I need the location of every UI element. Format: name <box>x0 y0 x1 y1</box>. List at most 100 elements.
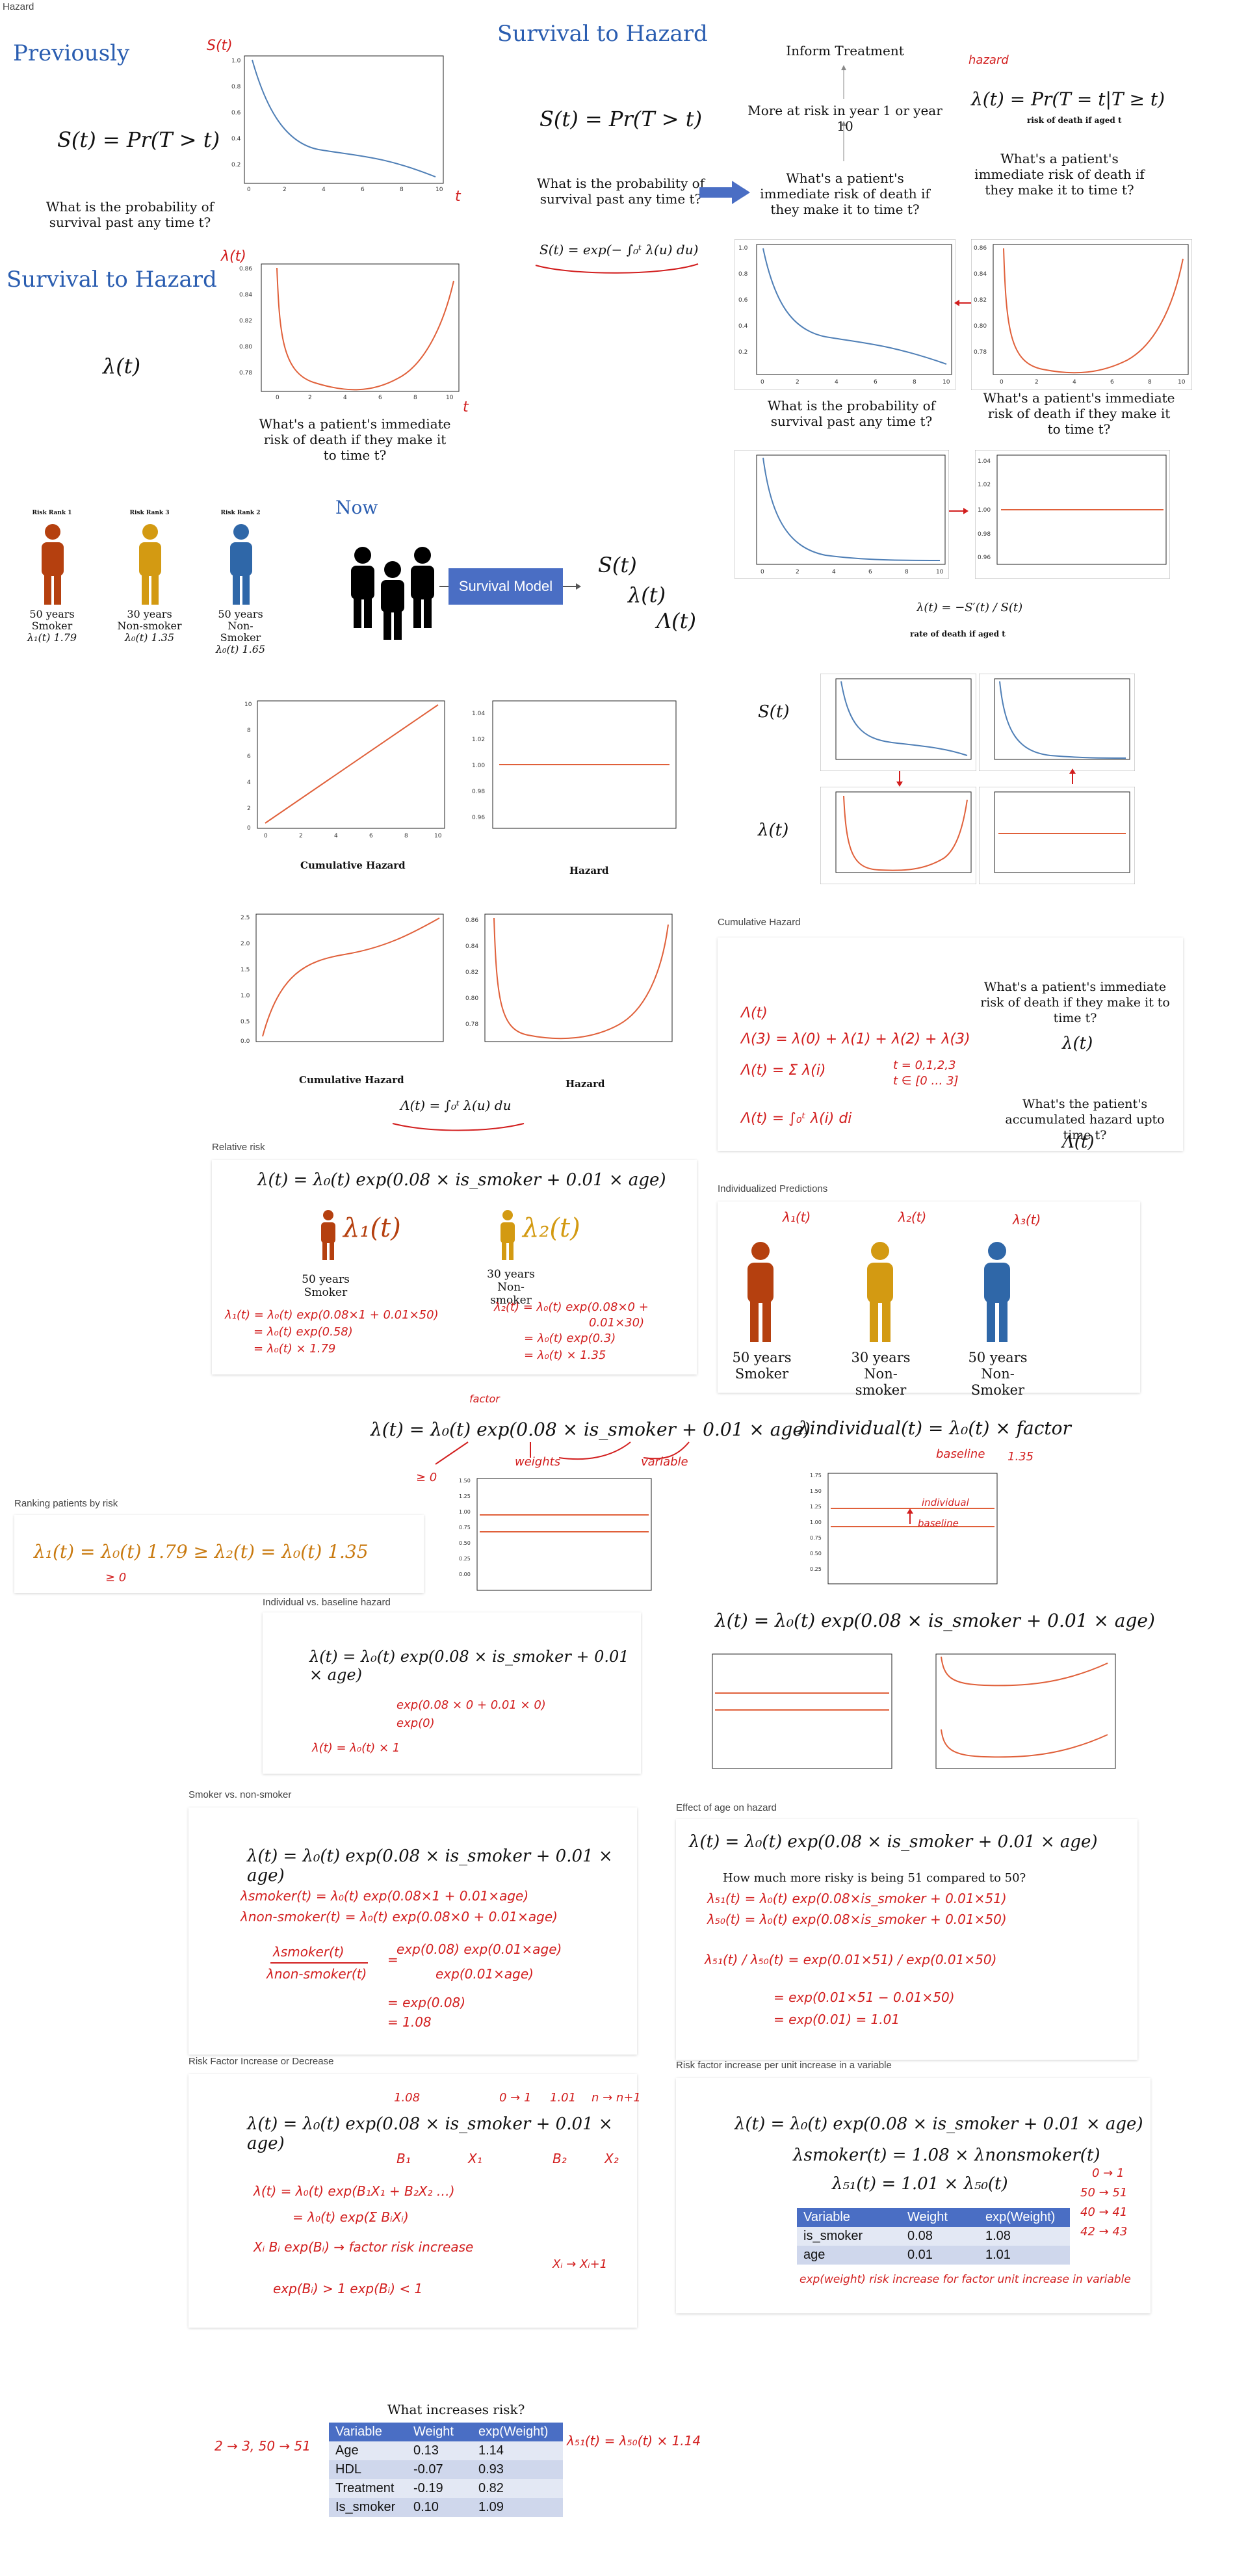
what-weights-table: Variable Weight exp(Weight) Age 0.13 1.14 … <box>329 2423 563 2517</box>
risk-caption: What's a patient's immediate risk of dea… <box>760 170 930 217</box>
svg-text:4: 4 <box>247 780 251 786</box>
table-row: HDL -0.07 0.93 <box>329 2460 563 2479</box>
exp-underline <box>535 263 699 274</box>
svg-text:0.96: 0.96 <box>472 815 485 821</box>
cell: is_smoker <box>797 2227 901 2246</box>
base-title: Individual vs. baseline hazard <box>263 1597 391 1608</box>
svg-text:2: 2 <box>308 395 312 401</box>
rfid-n3: Xᵢ Bᵢ exp(Bᵢ) → factor risk increase <box>254 2239 474 2255</box>
unit-eq1: λ(t) = λ₀(t) exp(0.08 × is_smoker + 0.01… <box>734 2114 1143 2134</box>
svg-text:0.4: 0.4 <box>738 323 748 330</box>
svg-text:0.5: 0.5 <box>240 1019 250 1025</box>
person-icon-smoker <box>42 524 64 605</box>
rfid-under-1: B₁ <box>396 2151 411 2166</box>
svg-text:0: 0 <box>760 379 764 386</box>
red-arrow-up <box>1069 769 1076 784</box>
person1-age: 50 years <box>29 608 75 620</box>
age-title: Effect of age on hazard <box>676 1802 777 1813</box>
annot-baseline: baseline <box>936 1447 985 1461</box>
red-arrow-down <box>896 771 903 787</box>
svg-text:0.6: 0.6 <box>231 110 241 116</box>
heading-previously: Previously <box>13 40 130 66</box>
unit-note: exp(weight) risk increase for factor uni… <box>800 2273 1131 2286</box>
svg-text:0.8: 0.8 <box>738 271 748 278</box>
svg-text:1.50: 1.50 <box>459 1478 471 1484</box>
svg-text:1.04: 1.04 <box>978 458 991 465</box>
relrisk-person1-icon <box>321 1210 335 1260</box>
svg-text:0.80: 0.80 <box>974 323 987 330</box>
cell: 0.93 <box>472 2460 563 2479</box>
relrisk-panel: λ(t) = λ₀(t) exp(0.08 × is_smoker + 0.01… <box>212 1160 697 1374</box>
hazard-subtitle: risk of death if aged t <box>1027 116 1122 125</box>
svg-text:0.86: 0.86 <box>465 917 478 924</box>
cell: -0.07 <box>407 2460 472 2479</box>
rfid-n5: exp(Bᵢ) > 1 exp(Bᵢ) < 1 <box>273 2281 423 2296</box>
person2-status: Non-smoker <box>117 620 182 632</box>
smoker-frac-line <box>270 1962 368 1964</box>
mid-eq: λ(t) = λ₀(t) exp(0.08 × is_smoker + 0.01… <box>370 1419 811 1440</box>
svg-text:10: 10 <box>942 379 950 386</box>
svg-text:0.2: 0.2 <box>738 349 748 356</box>
indiv-p3-status: Non-Smoker <box>970 1366 1025 1398</box>
output-lambda: λ(t) <box>628 583 666 607</box>
svg-text:0.84: 0.84 <box>465 943 478 950</box>
cell: 0.10 <box>407 2498 472 2517</box>
survival-eq-2: S(t) = Pr(T > t) <box>540 107 703 131</box>
svg-text:10: 10 <box>1178 379 1186 386</box>
person3-lambda: λ₀(t) 1.65 <box>215 643 266 655</box>
t-annotation-2: t <box>463 399 469 415</box>
cum-note-5: t ∈ [0 … 3] <box>893 1074 959 1088</box>
svg-text:0.00: 0.00 <box>459 1571 471 1577</box>
red-arrow-left <box>954 300 971 306</box>
cum-panel-title: Cumulative Hazard <box>718 917 801 928</box>
smoker-n4: = exp(0.08) <box>387 1995 466 2010</box>
base-eq: λ(t) = λ₀(t) exp(0.08 × is_smoker + 0.01… <box>309 1648 629 1684</box>
base-chart-2 <box>935 1653 1116 1769</box>
person-icon-nonsmoker-30 <box>139 524 161 605</box>
relrisk-note-l1: λ₁(t) = λ₀(t) exp(0.08×1 + 0.01×50) <box>225 1308 439 1322</box>
svg-text:1.75: 1.75 <box>810 1473 822 1479</box>
what-left-note: 2 → 3, 50 → 51 <box>214 2438 311 2454</box>
svg-text:0.4: 0.4 <box>231 136 241 142</box>
smoker-n3c: exp(0.08) exp(0.01×age) <box>396 1941 562 1957</box>
svg-text:0.0: 0.0 <box>240 1038 250 1045</box>
survival-model-button[interactable]: Survival Model <box>448 568 563 605</box>
risk-caption-2: What's a patient's immediate risk of dea… <box>974 151 1145 198</box>
svg-text:1.5: 1.5 <box>240 967 250 973</box>
person2-age: 30 years <box>127 608 172 620</box>
rfid-eq: λ(t) = λ₀(t) exp(0.08 × is_smoker + 0.01… <box>247 2114 613 2153</box>
relrisk-note-r3: = λ₀(t) exp(0.3) <box>524 1332 616 1345</box>
output-s: S(t) <box>598 553 637 577</box>
heading-now: Now <box>335 497 378 518</box>
rfid-title: Risk Factor Increase or Decrease <box>188 2056 334 2067</box>
mid-chart: 1.50 1.25 1.00 0.75 0.50 0.25 0.00 <box>459 1478 652 1591</box>
cumhaz-label-4: Hazard <box>566 1078 605 1090</box>
hazard-curve-plot: 0.86 0.84 0.82 0.80 0.78 <box>465 913 673 1042</box>
indiv-p1-age: 50 years <box>732 1350 792 1365</box>
person1-status: Smoker <box>31 620 73 632</box>
cum-lambda: λ(t) <box>1062 1034 1093 1053</box>
svg-text:0.80: 0.80 <box>465 995 478 1002</box>
cell: 0.08 <box>901 2227 979 2246</box>
cumhaz-linear-plot: 10 8 6 4 2 0 0 2 4 6 8 10 <box>244 700 445 839</box>
svg-text:0.98: 0.98 <box>472 789 485 795</box>
person1-lambda: λ₁(t) 1.79 <box>27 631 77 644</box>
base-chart-1 <box>712 1653 892 1769</box>
unit-title: Risk factor increase per unit increase i… <box>676 2060 892 2071</box>
cell: 0.13 <box>407 2441 472 2460</box>
relrisk-note-l2: = λ₀(t) exp(0.58) <box>254 1325 353 1339</box>
cell: age <box>797 2246 901 2265</box>
hazard-ratio-sub: rate of death if aged t <box>910 629 1006 638</box>
indiv-p1-status: Smoker <box>734 1366 789 1382</box>
svg-text:10: 10 <box>434 833 442 839</box>
caption-left-2: What is the probability of survival past… <box>767 398 936 429</box>
svg-text:2: 2 <box>283 187 287 193</box>
grid-plot-s1 <box>820 674 976 771</box>
age-n4: = exp(0.01×51 − 0.01×50) <box>774 1990 955 2005</box>
svg-text:0: 0 <box>760 569 764 575</box>
cum-Lambda: Λ(t) <box>1062 1133 1095 1152</box>
svg-text:2: 2 <box>796 569 800 575</box>
table-row: Treatment -0.19 0.82 <box>329 2479 563 2498</box>
svg-text:4: 4 <box>343 395 347 401</box>
relrisk-note-r1: λ₂(t) = λ₀(t) exp(0.08×0 + <box>494 1300 649 1314</box>
